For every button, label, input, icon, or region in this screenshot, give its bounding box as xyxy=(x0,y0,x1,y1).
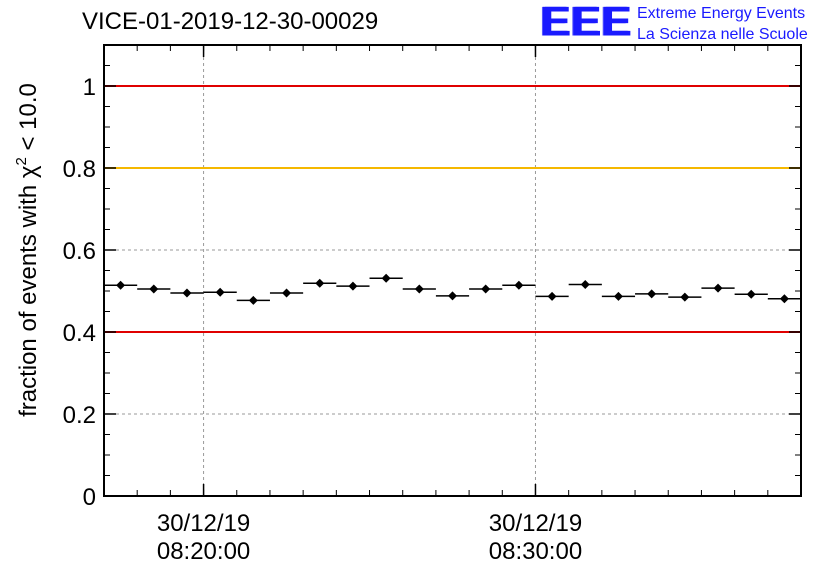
data-point xyxy=(269,288,304,298)
logo-line-2: La Scienza nelle Scuole xyxy=(637,26,808,43)
data-marker xyxy=(448,291,457,301)
data-marker xyxy=(381,273,391,283)
y-tick-label: 0.4 xyxy=(63,320,96,347)
data-marker xyxy=(713,283,723,293)
logo-mark: EEE xyxy=(540,0,632,45)
data-point xyxy=(303,278,337,288)
data-marker xyxy=(746,289,756,299)
axis-ticks: 0 0.2 0.4 0.6 0.8 1 xyxy=(63,44,802,511)
data-marker xyxy=(580,279,590,289)
data-marker xyxy=(481,284,491,294)
data-point xyxy=(502,280,536,290)
data-point xyxy=(435,291,470,301)
data-marker xyxy=(414,284,424,294)
data-marker xyxy=(182,288,192,298)
data-marker xyxy=(547,291,557,301)
y-tick-label: 0.8 xyxy=(63,156,96,183)
data-point xyxy=(469,284,503,294)
data-point xyxy=(767,294,801,304)
data-point xyxy=(336,281,370,291)
y-axis-label-sup: 2 xyxy=(13,157,30,166)
x-tick-label: 30/12/19 08:30:00 xyxy=(455,510,615,566)
data-point xyxy=(701,283,735,293)
data-marker xyxy=(315,278,325,288)
data-point xyxy=(236,295,270,305)
plot-frame xyxy=(103,44,802,497)
y-axis-label-symbol: χ xyxy=(15,165,42,179)
x-tick-time: 08:30:00 xyxy=(488,538,583,565)
y-tick-label: 0.2 xyxy=(63,402,96,429)
reference-lines xyxy=(104,85,801,333)
x-tick-time: 08:20:00 xyxy=(156,538,251,565)
data-point xyxy=(601,291,636,301)
grid-lines xyxy=(104,45,801,496)
y-tick-label: 0 xyxy=(83,484,96,511)
data-point xyxy=(668,292,702,302)
x-tick-date: 30/12/19 xyxy=(156,510,251,537)
data-marker xyxy=(282,288,292,298)
y-axis-label-suffix: < 10.0 xyxy=(15,83,42,151)
logo-line-1: Extreme Energy Events xyxy=(637,5,806,22)
data-point xyxy=(369,273,403,283)
x-tick-label: 30/12/19 08:20:00 xyxy=(124,510,284,566)
eee-logo: EEE Extreme Energy Events La Scienza nel… xyxy=(540,0,832,46)
y-axis-label: fraction of events with χ2 < 10.0 xyxy=(13,20,43,480)
data-point xyxy=(203,287,237,297)
data-marker xyxy=(647,289,657,299)
data-marker xyxy=(514,280,524,290)
data-point xyxy=(137,284,171,294)
data-point xyxy=(568,279,602,289)
data-marker xyxy=(116,280,126,290)
data-point xyxy=(402,284,436,294)
data-point xyxy=(104,280,138,290)
data-marker xyxy=(613,291,623,301)
data-marker xyxy=(248,295,258,305)
y-tick-label: 0.6 xyxy=(63,238,96,265)
data-point xyxy=(635,289,669,299)
data-marker xyxy=(348,281,358,291)
chart-title: VICE-01-2019-12-30-00029 xyxy=(82,8,379,35)
data-point xyxy=(535,291,569,301)
data-point xyxy=(734,289,768,299)
data-marker xyxy=(680,292,690,302)
y-axis-label-prefix: fraction of events with xyxy=(15,184,42,417)
data-series xyxy=(104,273,801,305)
data-marker xyxy=(149,284,159,294)
data-point xyxy=(170,288,204,298)
y-tick-label: 1 xyxy=(83,74,96,101)
x-tick-date: 30/12/19 xyxy=(488,510,583,537)
data-marker xyxy=(215,287,225,297)
data-marker xyxy=(779,294,789,304)
